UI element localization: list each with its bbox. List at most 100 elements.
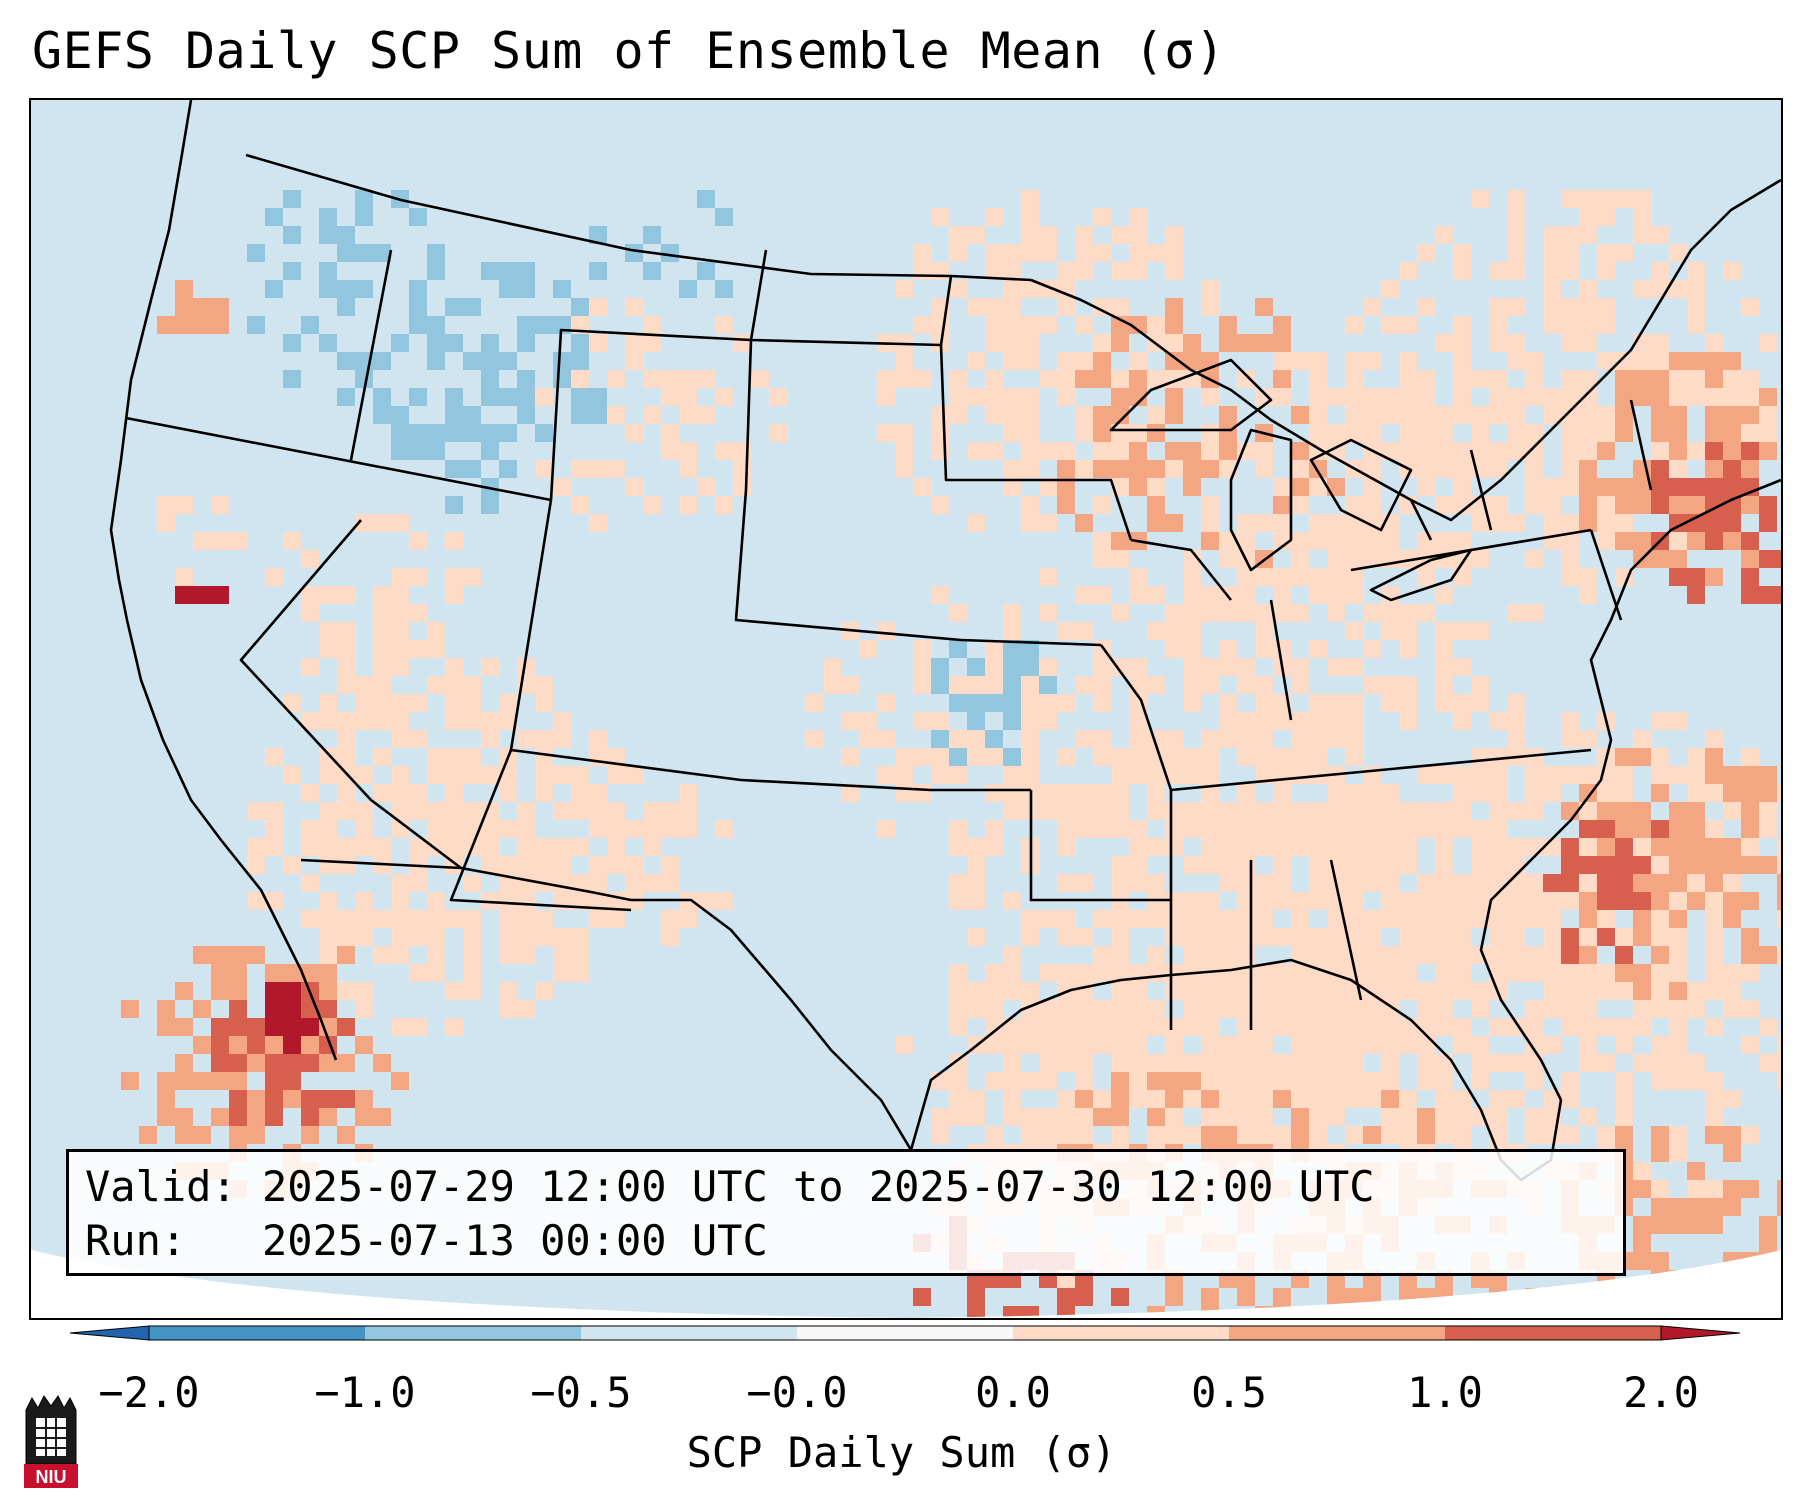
anomaly-cell bbox=[931, 730, 949, 748]
anomaly-cell bbox=[1003, 766, 1021, 784]
anomaly-cell bbox=[1381, 1090, 1399, 1108]
anomaly-cell bbox=[1273, 1288, 1291, 1306]
anomaly-cell bbox=[1309, 532, 1327, 550]
anomaly-cell bbox=[1129, 1036, 1147, 1054]
anomaly-cell bbox=[1471, 820, 1489, 838]
anomaly-cell bbox=[967, 442, 985, 460]
anomaly-cell bbox=[337, 640, 355, 658]
anomaly-cell bbox=[1075, 1288, 1093, 1306]
anomaly-cell bbox=[895, 370, 913, 388]
anomaly-cell bbox=[1093, 1090, 1111, 1108]
anomaly-cell bbox=[1723, 1306, 1741, 1318]
anomaly-cell bbox=[1669, 928, 1687, 946]
colorbar-tick: 0.5 bbox=[1191, 1368, 1267, 1417]
anomaly-cell bbox=[1507, 352, 1525, 370]
anomaly-cell bbox=[1039, 514, 1057, 532]
anomaly-cell bbox=[967, 388, 985, 406]
anomaly-cell bbox=[1579, 208, 1597, 226]
anomaly-cell bbox=[409, 316, 427, 334]
anomaly-cell bbox=[1381, 442, 1399, 460]
anomaly-cell bbox=[1327, 532, 1345, 550]
anomaly-cell bbox=[1003, 712, 1021, 730]
anomaly-cell bbox=[1363, 784, 1381, 802]
anomaly-cell bbox=[1579, 730, 1597, 748]
anomaly-cell bbox=[1237, 874, 1255, 892]
anomaly-cell bbox=[499, 910, 517, 928]
anomaly-cell bbox=[1291, 1072, 1309, 1090]
anomaly-cell bbox=[1183, 1000, 1201, 1018]
anomaly-cell bbox=[355, 766, 373, 784]
anomaly-cell bbox=[1291, 352, 1309, 370]
anomaly-cell bbox=[337, 658, 355, 676]
anomaly-cell bbox=[1057, 496, 1075, 514]
anomaly-cell bbox=[427, 766, 445, 784]
anomaly-cell bbox=[1651, 1072, 1669, 1090]
anomaly-cell bbox=[1165, 838, 1183, 856]
anomaly-cell bbox=[1669, 406, 1687, 424]
anomaly-cell bbox=[1543, 1000, 1561, 1018]
anomaly-cell bbox=[319, 586, 337, 604]
anomaly-cell bbox=[625, 766, 643, 784]
anomaly-cell bbox=[1093, 820, 1111, 838]
anomaly-cell bbox=[1507, 298, 1525, 316]
anomaly-cell bbox=[1057, 262, 1075, 280]
anomaly-cell bbox=[391, 514, 409, 532]
anomaly-cell bbox=[1669, 280, 1687, 298]
anomaly-cell bbox=[1579, 964, 1597, 982]
anomaly-cell bbox=[301, 658, 319, 676]
anomaly-cell bbox=[427, 892, 445, 910]
anomaly-cell bbox=[535, 388, 553, 406]
anomaly-cell bbox=[1237, 730, 1255, 748]
anomaly-cell bbox=[337, 856, 355, 874]
anomaly-cell bbox=[1111, 820, 1129, 838]
anomaly-cell bbox=[445, 658, 463, 676]
anomaly-cell bbox=[1147, 874, 1165, 892]
anomaly-cell bbox=[625, 298, 643, 316]
anomaly-cell bbox=[679, 784, 697, 802]
anomaly-cell bbox=[211, 1036, 229, 1054]
anomaly-cell bbox=[1291, 406, 1309, 424]
anomaly-cell bbox=[553, 730, 571, 748]
anomaly-cell bbox=[1165, 514, 1183, 532]
anomaly-cell bbox=[1327, 424, 1345, 442]
anomaly-cell bbox=[877, 820, 895, 838]
anomaly-cell bbox=[481, 262, 499, 280]
anomaly-cell bbox=[535, 910, 553, 928]
anomaly-cell bbox=[1057, 370, 1075, 388]
anomaly-cell bbox=[1183, 910, 1201, 928]
anomaly-cell bbox=[1021, 658, 1039, 676]
anomaly-cell bbox=[409, 928, 427, 946]
anomaly-cell bbox=[1201, 838, 1219, 856]
anomaly-cell bbox=[1039, 316, 1057, 334]
anomaly-cell bbox=[1309, 370, 1327, 388]
anomaly-cell bbox=[301, 1090, 319, 1108]
anomaly-cell bbox=[1165, 604, 1183, 622]
anomaly-cell bbox=[1453, 784, 1471, 802]
anomaly-cell bbox=[1579, 1036, 1597, 1054]
anomaly-cell bbox=[1111, 442, 1129, 460]
anomaly-cell bbox=[319, 838, 337, 856]
anomaly-cell bbox=[571, 460, 589, 478]
anomaly-cell bbox=[1615, 496, 1633, 514]
anomaly-cell bbox=[1309, 982, 1327, 1000]
anomaly-cell bbox=[517, 946, 535, 964]
anomaly-cell bbox=[1057, 748, 1075, 766]
anomaly-cell bbox=[1345, 370, 1363, 388]
anomaly-cell bbox=[1219, 946, 1237, 964]
anomaly-cell bbox=[1111, 1018, 1129, 1036]
anomaly-cell bbox=[1039, 784, 1057, 802]
anomaly-cell bbox=[1579, 568, 1597, 586]
anomaly-cell bbox=[967, 514, 985, 532]
anomaly-cell bbox=[1309, 712, 1327, 730]
anomaly-cell bbox=[1021, 694, 1039, 712]
anomaly-cell bbox=[1003, 1306, 1021, 1318]
anomaly-cell bbox=[1183, 766, 1201, 784]
anomaly-cell bbox=[1615, 532, 1633, 550]
anomaly-cell bbox=[1273, 856, 1291, 874]
anomaly-cell bbox=[913, 784, 931, 802]
anomaly-cell bbox=[913, 316, 931, 334]
anomaly-cell bbox=[1273, 928, 1291, 946]
anomaly-cell bbox=[949, 748, 967, 766]
anomaly-cell bbox=[1129, 676, 1147, 694]
anomaly-cell bbox=[193, 298, 211, 316]
